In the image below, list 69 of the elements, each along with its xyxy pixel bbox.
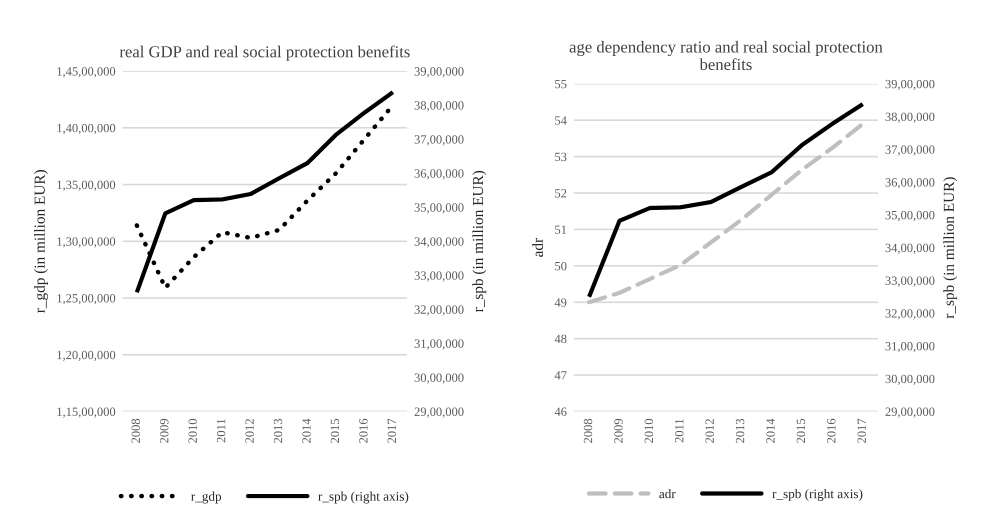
y2-tick-label: 30,00,000 xyxy=(886,374,934,385)
legend-label: adr xyxy=(659,488,676,498)
y-tick-label: 1,30,00,000 xyxy=(57,237,116,248)
y-tick-label: 47 xyxy=(554,371,567,380)
y-tick-label: 53 xyxy=(555,152,566,162)
y2-axis-title: r_spb (in million EUR) xyxy=(943,177,958,318)
x-tick-label: 2008 xyxy=(132,418,140,443)
y-tick-label: 48 xyxy=(554,334,566,344)
y2-tick-label: 39,00,000 xyxy=(414,67,464,78)
x-tick-label: 2010 xyxy=(188,418,197,443)
chart-title: real GDP and real social protection benefits xyxy=(120,45,410,61)
y-tick-label: 46 xyxy=(554,408,567,416)
y2-axis-title: r_spb (in million EUR) xyxy=(472,170,486,312)
y-tick-label: 1,35,00,000 xyxy=(57,180,116,191)
x-tick-label: 2012 xyxy=(705,419,714,443)
x-tick-label: 2011 xyxy=(216,419,226,442)
x-tick-label: 2017 xyxy=(388,418,396,443)
y-tick-label: 1,20,00,000 xyxy=(57,350,116,362)
x-tick-label: 2009 xyxy=(614,418,623,443)
y-tick-label: 1,25,00,000 xyxy=(57,294,116,304)
y2-tick-label: 36,00,000 xyxy=(414,169,464,180)
x-tick-label: 2015 xyxy=(330,418,340,443)
y2-tick-label: 30,00,000 xyxy=(414,373,464,384)
x-tick-label: 2017 xyxy=(857,418,866,443)
y2-tick-label: 35,00,000 xyxy=(886,210,934,222)
x-tick-label: 2012 xyxy=(245,419,254,443)
y-tick-label: 50 xyxy=(555,262,566,270)
y2-tick-label: 31,00,000 xyxy=(414,339,464,350)
y2-tick-label: 38,00,000 xyxy=(886,112,934,123)
y2-tick-label: 36,00,000 xyxy=(886,178,934,188)
y-tick-label: 51 xyxy=(555,226,566,234)
y2-tick-label: 38,00,000 xyxy=(414,101,464,112)
x-tick-label: 2009 xyxy=(160,418,168,443)
y-axis-title: adr xyxy=(532,238,544,257)
y2-tick-label: 34,00,000 xyxy=(414,237,464,248)
x-tick-label: 2014 xyxy=(302,418,311,443)
y-tick-label: 54 xyxy=(555,116,567,125)
x-tick-label: 2013 xyxy=(736,418,744,443)
legend-label: r_spb (right axis) xyxy=(772,488,862,501)
y-tick-label: 1,15,00,000 xyxy=(57,408,116,418)
y2-tick-label: 34,00,000 xyxy=(886,244,934,254)
y2-tick-label: 37,00,000 xyxy=(414,135,464,146)
y2-tick-label: 32,00,000 xyxy=(414,305,464,316)
chart-title: age dependency ratio and real social protection benefits xyxy=(570,40,883,70)
x-tick-label: 2014 xyxy=(766,418,775,443)
x-tick-label: 2010 xyxy=(644,418,654,443)
legend-label: r_spb (right axis) xyxy=(318,492,408,504)
y-tick-label: 52 xyxy=(555,189,566,198)
y2-tick-label: 39,00,000 xyxy=(886,80,934,90)
y2-tick-label: 33,00,000 xyxy=(414,271,464,282)
y2-tick-label: 33,00,000 xyxy=(886,276,934,287)
y-tick-label: 1,40,00,000 xyxy=(57,124,116,134)
y2-tick-label: 29,00,000 xyxy=(414,408,464,418)
y2-tick-label: 37,00,000 xyxy=(886,145,934,156)
y2-tick-label: 29,00,000 xyxy=(885,408,934,418)
y2-tick-label: 32,00,000 xyxy=(886,309,934,320)
x-tick-label: 2013 xyxy=(274,418,282,443)
y-tick-label: 1,45,00,000 xyxy=(57,67,116,78)
y2-tick-label: 35,00,000 xyxy=(414,203,464,214)
y-tick-label: 55 xyxy=(555,80,566,88)
x-tick-label: 2011 xyxy=(675,419,684,442)
x-tick-label: 2016 xyxy=(827,418,836,443)
x-tick-label: 2015 xyxy=(796,418,806,443)
y2-tick-label: 31,00,000 xyxy=(886,342,934,352)
x-tick-label: 2016 xyxy=(359,418,368,443)
legend-label: r_gdp xyxy=(191,492,222,504)
y-axis-title: r_gdp (in million EUR) xyxy=(34,170,48,313)
x-tick-label: 2008 xyxy=(584,418,592,443)
y-tick-label: 49 xyxy=(554,298,566,307)
